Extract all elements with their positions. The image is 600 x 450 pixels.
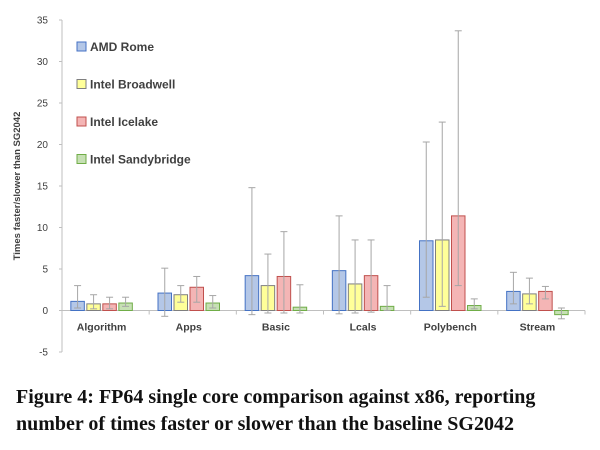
legend-swatch (76, 154, 87, 164)
error-bars (74, 30, 565, 320)
y-tick-label: 30 (37, 57, 49, 68)
x-category-label: Lcals (350, 322, 377, 334)
y-tick-label: 35 (37, 16, 49, 27)
caption-line-2: number of times faster or slower than th… (16, 413, 514, 435)
figure-caption: Figure 4: FP64 single core comparison ag… (16, 384, 588, 438)
bar-chart: -5 0 5 10 15 20 25 30 35 Times faster/slower than… (12, 16, 586, 359)
y-tick-label: 0 (42, 306, 48, 317)
y-tick-label: -5 (39, 348, 48, 359)
y-tick-label: 20 (37, 140, 49, 151)
legend-label: AMD Rome (90, 40, 154, 54)
x-category-label: Algorithm (77, 322, 127, 334)
chart-area: -5 0 5 10 15 20 25 30 35 Times faster/slower than… (12, 16, 586, 359)
y-tick-label: 25 (37, 99, 49, 110)
legend-label: Intel Sandybridge (90, 153, 191, 167)
y-tick-label: 10 (37, 223, 49, 234)
legend-swatch (76, 79, 87, 89)
legend-label: Intel Icelake (90, 115, 158, 129)
y-axis-title: Times faster/slower than SG2042 (12, 112, 23, 261)
legend: AMD Rome Intel Broadwell Intel Icelake Inte… (76, 40, 191, 167)
caption-line-1: Figure 4: FP64 single core comparison ag… (16, 386, 536, 408)
legend-label: Intel Broadwell (90, 78, 175, 92)
x-category-label: Basic (262, 322, 290, 334)
axes: -5 0 5 10 15 20 25 30 35 Times faster/slower than… (12, 16, 586, 359)
y-tick-label: 5 (42, 265, 48, 276)
x-category-label: Polybench (424, 322, 477, 334)
y-tick-label: 15 (37, 182, 49, 193)
legend-swatch (76, 116, 87, 127)
bars (70, 215, 569, 316)
x-category-label: Stream (520, 322, 556, 334)
x-category-label: Apps (176, 322, 202, 334)
legend-swatch (76, 41, 87, 52)
